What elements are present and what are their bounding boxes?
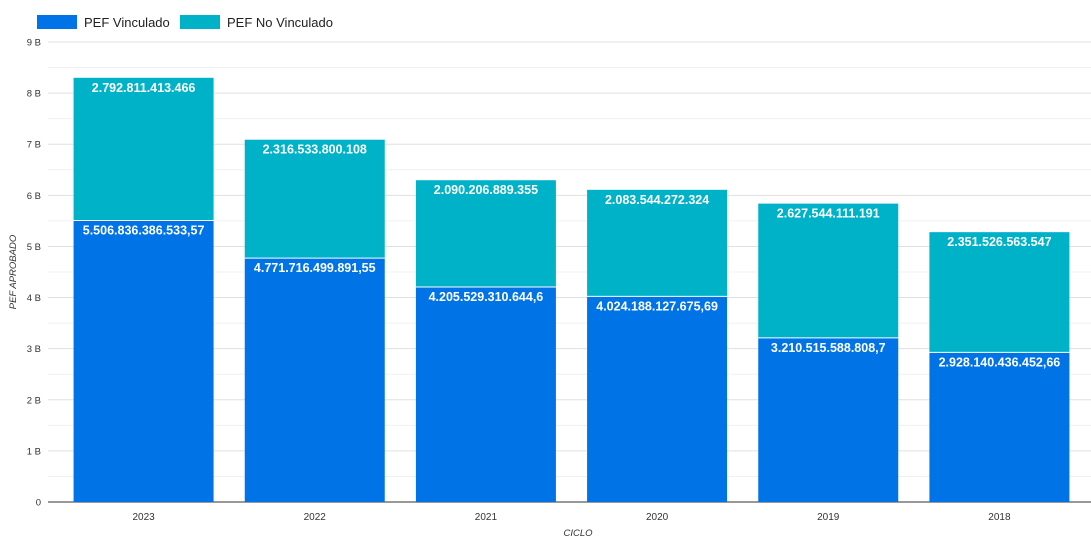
- x-axis-ticks: 2023 2022 2021 2020 2019 2018: [132, 512, 1011, 523]
- y-tick-label: 8 B: [27, 89, 41, 100]
- data-label: 2.928.140.436.452,66: [939, 355, 1061, 369]
- data-label: 2.792.811.413.466: [92, 81, 196, 95]
- data-label: 5.506.836.386.533,57: [83, 224, 205, 238]
- legend-swatch: [180, 15, 220, 29]
- legend-swatch: [37, 15, 77, 29]
- bar-pef-no-vinculado[interactable]: [415, 180, 556, 288]
- y-tick-label: 4 B: [27, 293, 41, 304]
- data-label: 2.351.526.563.547: [947, 235, 1051, 249]
- gridlines: [48, 41, 1091, 503]
- bars: [73, 77, 1070, 502]
- x-tick-label: 2019: [817, 512, 840, 523]
- y-tick-label: 2 B: [27, 395, 41, 406]
- data-label: 2.627.544.111.191: [777, 207, 880, 221]
- x-axis-title: CICLO: [563, 528, 593, 537]
- bar-pef-vinculado[interactable]: [244, 258, 385, 502]
- data-labels: 5.506.836.386.533,57 2.792.811.413.466 4.7…: [83, 81, 1061, 370]
- bar-pef-no-vinculado[interactable]: [587, 189, 728, 297]
- bar-pef-vinculado[interactable]: [758, 337, 899, 502]
- legend-item-pef-no-vinculado[interactable]: PEF No Vinculado: [180, 15, 333, 30]
- y-tick-label: 9 B: [27, 38, 41, 49]
- data-label: 4.024.188.127.675,69: [596, 299, 718, 313]
- x-tick-label: 2023: [132, 512, 155, 523]
- legend-item-pef-vinculado[interactable]: PEF Vinculado: [37, 15, 170, 30]
- data-label: 2.083.544.272.324: [605, 193, 709, 207]
- bar-pef-vinculado[interactable]: [587, 296, 728, 502]
- bar-pef-vinculado[interactable]: [73, 220, 214, 502]
- bar-pef-no-vinculado[interactable]: [929, 232, 1070, 353]
- y-tick-label: 6 B: [27, 191, 41, 202]
- bar-pef-no-vinculado[interactable]: [73, 77, 214, 221]
- y-tick-label: 7 B: [27, 140, 41, 151]
- data-label: 2.090.206.889.355: [434, 183, 538, 197]
- y-axis-ticks: 0 1 B 2 B 3 B 4 B 5 B 6 B 7 B 8 B 9 B: [27, 38, 41, 509]
- bar-pef-no-vinculado[interactable]: [244, 139, 385, 259]
- data-label: 3.210.515.588.808,7: [771, 341, 886, 355]
- x-tick-label: 2022: [304, 512, 327, 523]
- data-label: 4.205.529.310.644,6: [429, 290, 544, 304]
- bar-pef-vinculado[interactable]: [415, 287, 556, 502]
- x-tick-label: 2020: [646, 512, 669, 523]
- bar-pef-no-vinculado[interactable]: [758, 203, 899, 338]
- y-tick-label: 3 B: [27, 344, 41, 355]
- data-label: 4.771.716.499.891,55: [254, 261, 376, 275]
- legend[interactable]: PEF Vinculado PEF No Vinculado: [37, 15, 333, 30]
- legend-label: PEF Vinculado: [84, 15, 170, 30]
- x-tick-label: 2021: [475, 512, 498, 523]
- y-tick-label: 1 B: [27, 446, 41, 457]
- y-tick-label: 0: [36, 498, 41, 509]
- data-label: 2.316.533.800.108: [263, 143, 367, 157]
- legend-label: PEF No Vinculado: [227, 15, 333, 30]
- x-tick-label: 2018: [988, 512, 1011, 523]
- y-axis-title: PEF APROBADO: [8, 234, 19, 309]
- y-tick-label: 5 B: [27, 242, 41, 253]
- bar-pef-vinculado[interactable]: [929, 352, 1070, 502]
